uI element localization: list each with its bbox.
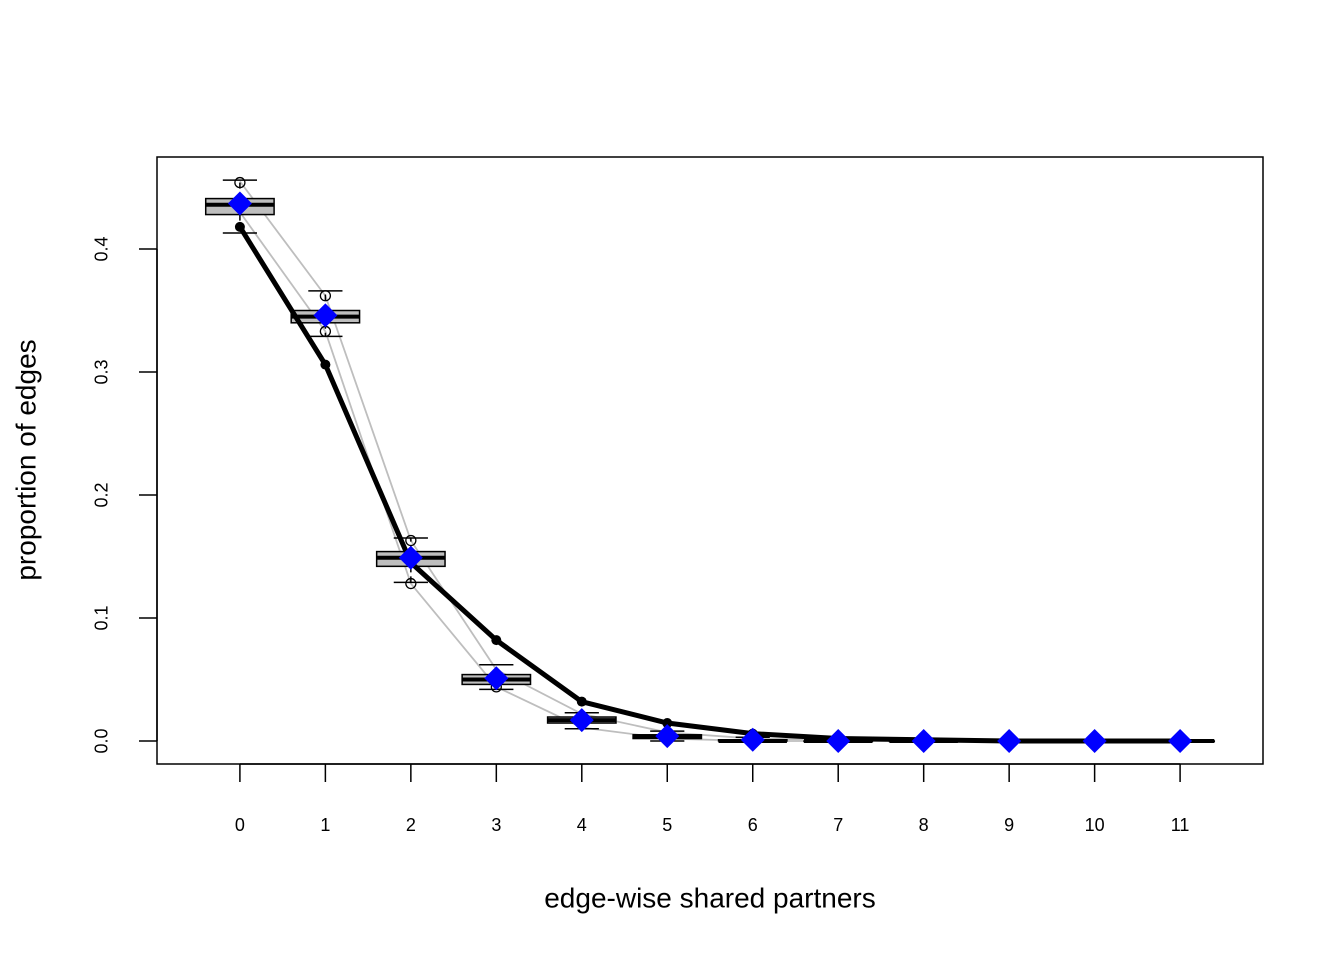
x-tick-label: 0: [235, 815, 245, 835]
mean-marker: [826, 728, 851, 753]
x-axis-title: edge-wise shared partners: [544, 882, 876, 913]
x-tick-label: 4: [577, 815, 587, 835]
mean-marker: [740, 727, 765, 752]
observed-point: [320, 359, 331, 370]
outlier: [234, 176, 246, 189]
x-tick-label: 10: [1085, 815, 1105, 835]
observed-point: [234, 221, 245, 232]
mean-marker: [911, 728, 936, 753]
outlier: [319, 290, 332, 302]
mean-marker: [1082, 728, 1107, 753]
x-tick-label: 6: [748, 815, 758, 835]
observed-point: [491, 635, 502, 646]
plot-frame: [156, 156, 1264, 765]
mean-marker: [313, 303, 338, 328]
x-tick-label: 1: [320, 815, 330, 835]
y-tick-label: 0.1: [92, 605, 112, 630]
mean-marker: [997, 728, 1022, 753]
mean-marker: [1168, 728, 1193, 753]
x-tick-label: 8: [919, 815, 929, 835]
x-tick-label: 5: [662, 815, 672, 835]
x-tick-label: 11: [1171, 815, 1190, 835]
observed-point: [662, 718, 673, 729]
observed-point: [576, 696, 587, 707]
x-tick-label: 3: [491, 815, 501, 835]
observed-line: [237, 225, 1181, 744]
y-tick-label: 0.3: [92, 359, 112, 384]
outlier: [405, 534, 417, 547]
y-tick-label: 0.0: [92, 728, 112, 753]
mean-marker: [655, 724, 680, 749]
y-tick-label: 0.2: [92, 482, 112, 507]
range-line: [239, 211, 1181, 742]
y-tick-label: 0.4: [92, 236, 112, 261]
mean-marker: [398, 545, 423, 570]
x-tick-label: 9: [1004, 815, 1014, 835]
mean-marker: [569, 708, 594, 733]
mean-marker: [484, 666, 509, 691]
outlier: [405, 577, 417, 590]
range-line: [239, 180, 1181, 742]
x-tick-label: 2: [406, 815, 416, 835]
y-axis-title: proportion of edges: [10, 339, 41, 580]
x-tick-label: 7: [833, 815, 843, 835]
mean-marker: [227, 191, 252, 216]
